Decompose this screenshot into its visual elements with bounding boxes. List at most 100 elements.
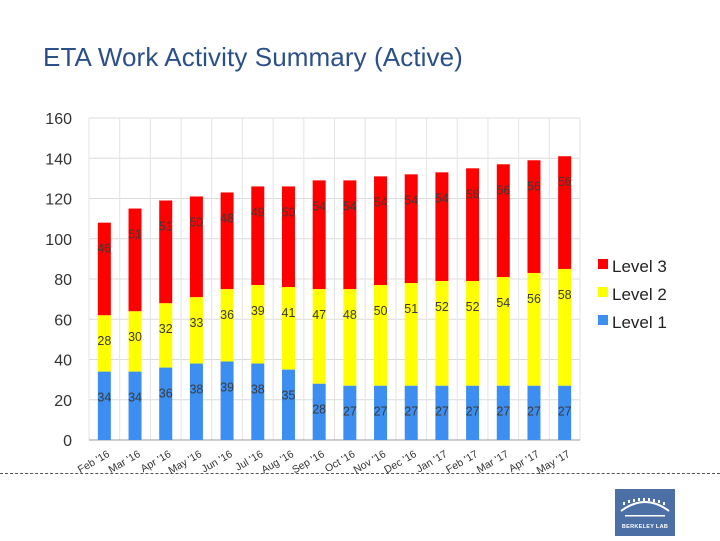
data-label-level-1: 38: [189, 383, 203, 397]
data-label-level-1: 27: [404, 405, 418, 419]
data-label-level-3: 51: [128, 228, 142, 242]
data-label-level-1: 27: [527, 405, 541, 419]
bar-level-2: [435, 281, 449, 386]
bar-level-3: [527, 160, 541, 273]
data-label-level-3: 51: [159, 220, 173, 234]
bar-level-2: [189, 297, 203, 364]
data-label-level-2: 30: [128, 330, 142, 344]
bar-level-1: [558, 385, 572, 440]
data-label-level-2: 58: [558, 288, 572, 302]
data-label-level-3: 56: [496, 183, 510, 197]
logo-text: BERKELEY LAB: [621, 524, 669, 530]
data-label-level-3: 56: [466, 187, 480, 201]
data-label-level-1: 27: [496, 405, 510, 419]
bar-level-1: [466, 385, 480, 440]
data-label-level-2: 39: [251, 304, 265, 318]
data-label-level-3: 54: [343, 199, 357, 213]
y-tick-label: 0: [63, 433, 72, 450]
data-label-level-1: 38: [251, 383, 265, 397]
x-tick-label: Feb '17: [444, 448, 480, 475]
bar-level-1: [404, 385, 418, 440]
bar-level-3: [128, 208, 142, 312]
data-label-level-1: 39: [220, 381, 234, 395]
legend: Level 3 Level 2 Level 1: [598, 257, 667, 332]
bar-level-2: [159, 303, 173, 368]
bar-level-2: [97, 315, 111, 372]
data-label-level-2: 41: [282, 306, 296, 320]
bar-level-2: [374, 285, 388, 386]
bar-level-2: [558, 268, 572, 386]
bar-level-1: [251, 363, 265, 440]
y-tick-label: 40: [54, 353, 72, 370]
bar-level-3: [159, 200, 173, 304]
bar-level-3: [281, 186, 295, 288]
legend-swatch-level-1: [598, 315, 608, 325]
y-tick-label: 60: [54, 312, 72, 329]
bars: 34 28 46 34 30 51 36 32 51 38 33 50 39 36 48 38 39 49 35 41…: [97, 156, 572, 440]
x-tick-label: Nov '16: [351, 448, 388, 475]
y-tick-label: 160: [45, 111, 72, 128]
bar-level-3: [374, 176, 388, 286]
y-tick-label: 80: [54, 272, 72, 289]
bar-level-1: [343, 385, 357, 440]
data-label-level-1: 34: [97, 391, 111, 405]
data-label-level-3: 50: [189, 215, 203, 229]
data-label-level-2: 48: [343, 308, 357, 322]
data-label-level-2: 51: [404, 302, 418, 316]
bar-level-2: [312, 289, 326, 384]
y-axis: 0 20 40 60 80 100 120 140 160: [45, 111, 72, 450]
data-label-level-1: 28: [312, 403, 326, 417]
bar-level-1: [527, 385, 541, 440]
bar-level-3: [312, 180, 326, 290]
y-tick-label: 120: [45, 192, 72, 209]
data-label-level-1: 35: [282, 389, 296, 403]
bar-level-2: [404, 283, 418, 386]
legend-label-level-3: Level 3: [612, 257, 667, 276]
data-label-level-2: 50: [374, 304, 388, 318]
data-label-level-1: 36: [159, 387, 173, 401]
bar-level-1: [312, 383, 326, 440]
bar-level-1: [189, 363, 203, 440]
data-label-level-2: 32: [159, 322, 173, 336]
bar-level-1: [281, 369, 295, 440]
y-tick-label: 100: [45, 232, 72, 249]
data-label-level-1: 27: [343, 405, 357, 419]
data-label-level-3: 50: [282, 205, 296, 219]
data-label-level-1: 27: [466, 405, 480, 419]
data-label-level-2: 56: [527, 292, 541, 306]
x-tick-label: May '17: [535, 448, 573, 475]
data-label-level-3: 54: [404, 193, 418, 207]
bar-level-2: [251, 285, 265, 364]
data-label-level-3: 46: [97, 242, 111, 256]
x-tick-label: May '16: [166, 448, 204, 475]
x-tick-label: Aug '16: [259, 448, 296, 475]
bar-level-3: [251, 186, 265, 286]
bar-level-3: [189, 196, 203, 298]
berkeley-lab-logo: BERKELEY LAB: [615, 489, 675, 536]
data-label-level-1: 27: [435, 405, 449, 419]
data-label-level-3: 56: [558, 175, 572, 189]
bar-level-3: [220, 192, 234, 290]
bar-level-2: [281, 287, 295, 370]
data-label-level-2: 33: [189, 316, 203, 330]
x-tick-label: Mar '16: [106, 448, 142, 475]
data-label-level-3: 56: [527, 179, 541, 193]
data-label-level-1: 27: [558, 405, 572, 419]
y-tick-label: 140: [45, 151, 72, 168]
x-tick-label: Dec '16: [382, 448, 419, 475]
bar-level-1: [159, 367, 173, 440]
stacked-bar-chart: 0 20 40 60 80 100 120 140 160 34 28 46 34 30 51 36 32 51…: [45, 111, 667, 475]
data-label-level-3: 49: [251, 205, 265, 219]
bar-level-3: [496, 164, 510, 277]
bar-level-2: [128, 311, 142, 372]
x-tick-label: Oct '16: [323, 448, 358, 475]
bar-level-2: [466, 281, 480, 386]
legend-label-level-2: Level 2: [612, 285, 667, 304]
data-label-level-2: 28: [97, 334, 111, 348]
data-label-level-2: 54: [496, 296, 510, 310]
data-label-level-1: 34: [128, 391, 142, 405]
bar-level-2: [496, 276, 510, 386]
bar-level-3: [435, 172, 449, 282]
data-label-level-3: 54: [312, 199, 326, 213]
x-tick-label: Mar '17: [475, 448, 511, 475]
